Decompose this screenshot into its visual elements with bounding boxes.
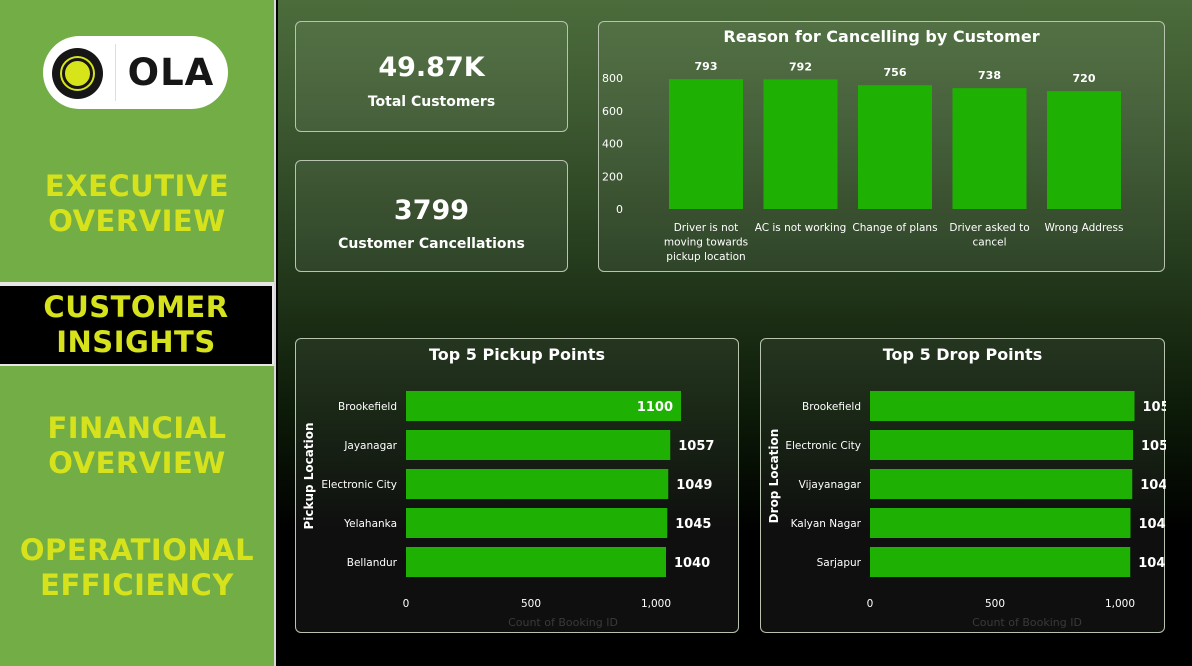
data-label: 1042 xyxy=(1139,517,1167,532)
data-label: 1049 xyxy=(676,478,712,493)
nav-operational-efficiency-label: OPERATIONAL EFFICIENCY xyxy=(19,533,255,602)
bar xyxy=(952,88,1027,209)
data-label: 792 xyxy=(789,60,812,73)
data-label: 1041 xyxy=(1138,556,1166,571)
bar xyxy=(870,430,1133,460)
chart-card-cancel-reasons: Reason for Cancelling by Customer 0 200 40… xyxy=(598,21,1165,272)
nav-customer-insights-label: CUSTOMER INSIGHTS xyxy=(43,290,229,359)
data-label: 720 xyxy=(1073,72,1096,85)
top-pickup-points-chart: Brookefield 1100 Jayanagar 1057 Electronic C… xyxy=(302,391,714,629)
bar xyxy=(406,508,668,538)
nav-executive-overview-label: EXECUTIVE OVERVIEW xyxy=(44,169,230,238)
ola-logo: OLA xyxy=(43,36,228,109)
bar xyxy=(870,391,1135,421)
kpi-card-total-customers: 49.87K Total Customers xyxy=(295,21,568,132)
ola-logo-icon xyxy=(52,48,103,99)
y-tick-label: Jayanagar xyxy=(343,440,397,452)
x-tick-label: 500 xyxy=(985,598,1005,610)
data-label: 1045 xyxy=(675,517,711,532)
bar xyxy=(870,547,1131,577)
data-label: 1040 xyxy=(674,556,710,571)
y-tick-label: Sarjapur xyxy=(817,557,862,569)
y-axis-title: Drop Location xyxy=(767,429,781,524)
bar xyxy=(406,469,669,499)
bar xyxy=(1047,91,1121,209)
dashboard-main: 49.87K Total Customers 3799 Customer Can… xyxy=(278,0,1192,666)
nav-executive-overview[interactable]: EXECUTIVE OVERVIEW xyxy=(0,166,274,242)
bar xyxy=(406,391,681,421)
nav-divider xyxy=(0,282,274,284)
data-label: 1100 xyxy=(637,400,673,415)
x-axis-title: Count of Booking ID xyxy=(972,616,1082,629)
y-tick-label: Bellandur xyxy=(347,557,398,569)
chart-title: Top 5 Pickup Points xyxy=(428,345,606,364)
data-label: 756 xyxy=(884,66,907,79)
kpi-card-customer-cancellations: 3799 Customer Cancellations xyxy=(295,160,568,272)
y-tick-label: Brookefield xyxy=(338,401,397,413)
data-label: 1049 xyxy=(1140,478,1166,493)
data-label: 1058 xyxy=(1143,400,1167,415)
x-axis-title: Count of Booking ID xyxy=(508,616,618,629)
x-tick-label: 1,000 xyxy=(641,598,671,610)
nav-financial-overview-label: FINANCIAL OVERVIEW xyxy=(47,411,227,480)
x-tick-label: 1,000 xyxy=(1105,598,1135,610)
kpi-label: Customer Cancellations xyxy=(338,236,525,252)
y-tick-label: Brookefield xyxy=(802,401,861,413)
nav-customer-insights[interactable]: CUSTOMER INSIGHTS xyxy=(0,284,274,366)
cancel-reasons-chart: 0 200 400 600 800 793 Driver is not moving towa… xyxy=(602,60,1124,263)
y-tick-label: 800 xyxy=(602,72,623,85)
y-tick-label: 600 xyxy=(602,105,623,118)
y-axis-title: Pickup Location xyxy=(302,422,316,529)
y-tick-label: Vijayanagar xyxy=(799,479,862,491)
bar xyxy=(870,508,1131,538)
x-tick-label: Driver asked to cancel xyxy=(949,222,1029,249)
y-tick-label: Kalyan Nagar xyxy=(791,518,862,530)
x-tick-label: 0 xyxy=(403,598,410,610)
data-label: 1052 xyxy=(1141,439,1166,454)
kpi-value: 3799 xyxy=(393,195,470,226)
x-tick-label: 0 xyxy=(867,598,874,610)
bar xyxy=(669,79,743,209)
x-tick-label: 500 xyxy=(521,598,541,610)
y-tick-label: 400 xyxy=(602,138,623,151)
logo-text: OLA xyxy=(127,51,215,94)
top-drop-points-chart: Brookefield 1058 Electronic City 1052 Vijaya… xyxy=(767,391,1167,629)
kpi-label: Total Customers xyxy=(367,94,496,110)
y-tick-label: Electronic City xyxy=(785,440,861,452)
data-label: 793 xyxy=(695,60,718,73)
data-label: 738 xyxy=(978,69,1001,82)
chart-card-top-pickup-points: Top 5 Pickup Points Brookefield 1100 Jayan… xyxy=(295,338,739,633)
x-tick-label: AC is not working xyxy=(755,222,847,234)
x-tick-label: Change of plans xyxy=(852,222,937,234)
kpi-value: 49.87K xyxy=(378,52,485,83)
bar xyxy=(858,85,932,209)
bar xyxy=(870,469,1133,499)
x-tick-label: Driver is not moving towards pickup locati… xyxy=(664,222,748,263)
logo-divider xyxy=(115,44,116,101)
y-tick-label: 200 xyxy=(602,170,623,183)
bar xyxy=(763,79,838,209)
chart-card-top-drop-points: Top 5 Drop Points Brookefield 1058 Electro… xyxy=(760,338,1167,633)
bar xyxy=(406,547,666,577)
sidebar: OLA EXECUTIVE OVERVIEW CUSTOMER INSIGHTS… xyxy=(0,0,276,666)
nav-financial-overview[interactable]: FINANCIAL OVERVIEW xyxy=(0,408,274,484)
y-tick-label: 0 xyxy=(616,203,623,216)
chart-title: Top 5 Drop Points xyxy=(882,345,1043,364)
chart-title: Reason for Cancelling by Customer xyxy=(723,27,1040,46)
x-tick-label: Wrong Address xyxy=(1045,222,1124,234)
y-tick-label: Yelahanka xyxy=(343,518,397,530)
y-tick-label: Electronic City xyxy=(321,479,397,491)
nav-operational-efficiency[interactable]: OPERATIONAL EFFICIENCY xyxy=(0,530,274,606)
bar xyxy=(406,430,671,460)
data-label: 1057 xyxy=(678,439,714,454)
